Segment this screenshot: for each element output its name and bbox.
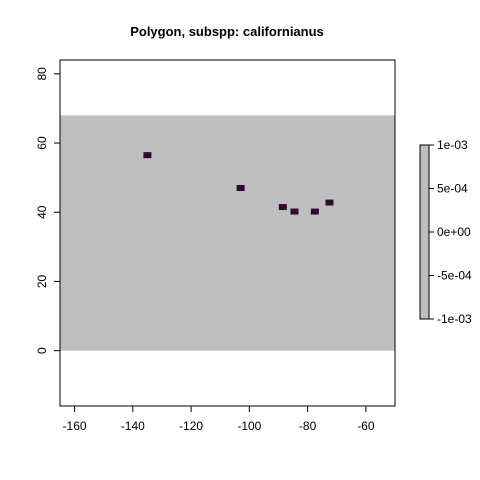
legend-color-bar bbox=[420, 145, 429, 319]
legend-tick-label: 5e-04 bbox=[437, 182, 468, 196]
x-tick-label: -140 bbox=[121, 419, 145, 433]
raster-band bbox=[60, 115, 395, 350]
legend-tick-label: 0e+00 bbox=[437, 225, 471, 239]
legend-tick-label: -5e-04 bbox=[437, 269, 472, 283]
legend: 1e-03 5e-04 0e+00 -5e-04 -1e-03 bbox=[420, 138, 472, 326]
legend-tick-label: -1e-03 bbox=[437, 312, 472, 326]
x-tick-label: -100 bbox=[237, 419, 261, 433]
data-point bbox=[237, 185, 245, 191]
data-point bbox=[311, 209, 319, 215]
y-axis: 0 20 40 60 80 bbox=[35, 67, 60, 354]
y-tick-label: 20 bbox=[35, 274, 49, 288]
y-tick-label: 40 bbox=[35, 205, 49, 219]
plot-area bbox=[60, 60, 395, 406]
x-tick-label: -160 bbox=[63, 419, 87, 433]
x-tick-label: -60 bbox=[357, 419, 375, 433]
data-point bbox=[291, 209, 299, 215]
data-point bbox=[279, 204, 287, 210]
x-tick-label: -80 bbox=[299, 419, 317, 433]
legend-tick-label: 1e-03 bbox=[437, 138, 468, 152]
chart-title: Polygon, subspp: californianus bbox=[130, 24, 324, 39]
data-point bbox=[143, 152, 151, 158]
x-tick-label: -120 bbox=[179, 419, 203, 433]
y-tick-label: 0 bbox=[35, 347, 49, 354]
data-point bbox=[325, 200, 333, 206]
y-tick-label: 60 bbox=[35, 136, 49, 150]
x-axis: -160 -140 -120 -100 -80 -60 bbox=[63, 406, 375, 433]
y-tick-label: 80 bbox=[35, 67, 49, 81]
